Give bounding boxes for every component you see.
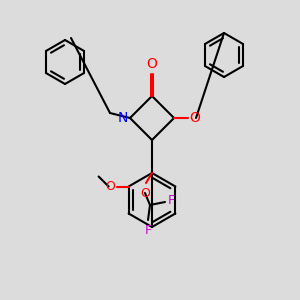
Text: F: F bbox=[168, 194, 175, 208]
Text: F: F bbox=[144, 224, 152, 237]
Text: O: O bbox=[106, 180, 116, 193]
Text: O: O bbox=[189, 111, 200, 125]
Text: O: O bbox=[147, 57, 158, 71]
Text: N: N bbox=[118, 111, 128, 125]
Text: O: O bbox=[140, 187, 150, 200]
